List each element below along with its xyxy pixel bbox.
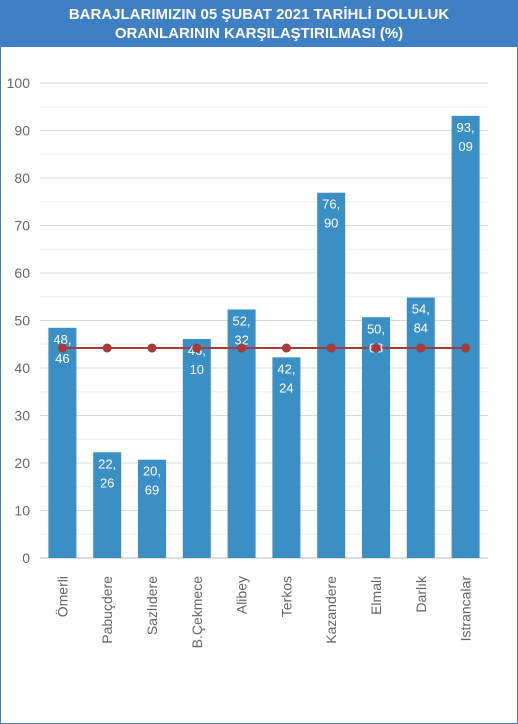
category-label: Elmalı — [368, 576, 384, 615]
y-tick-label: 90 — [14, 123, 30, 139]
bar-value-label: 32 — [234, 332, 248, 347]
category-label: Pabuçdere — [99, 576, 115, 644]
bar-Kazandere — [317, 192, 346, 558]
category-label: B.Çekmece — [189, 576, 205, 649]
category-label: Istrancalar — [458, 576, 474, 642]
bar-Elmalı — [362, 317, 390, 558]
y-tick-label: 100 — [7, 75, 31, 91]
bar-Istrancalar — [451, 115, 480, 558]
y-tick-label: 20 — [14, 455, 30, 471]
category-label: Darlık — [413, 575, 429, 613]
bar-value-label: 46 — [55, 351, 69, 366]
bar-value-label: 50, — [367, 321, 385, 336]
y-tick-label: 80 — [14, 170, 30, 186]
bar-value-label: 10 — [190, 362, 204, 377]
category-label: Ömerli — [53, 576, 70, 617]
y-tick-label: 0 — [22, 550, 30, 566]
y-tick-label: 40 — [14, 360, 30, 376]
bar-value-label: 69 — [145, 483, 159, 498]
average-point — [416, 343, 426, 353]
average-point — [326, 343, 336, 353]
average-point — [147, 343, 157, 353]
bar-value-label: 54, — [412, 302, 430, 317]
bar-value-label: 22, — [98, 456, 116, 471]
category-label: Sazlıdere — [144, 576, 160, 635]
bar-value-label: 93, — [457, 120, 475, 135]
bar-value-label: 24 — [279, 380, 293, 395]
category-label: Alibey — [234, 576, 250, 614]
bar-value-label: 52, — [233, 313, 251, 328]
bar-Ömerli — [48, 327, 77, 558]
y-tick-label: 50 — [14, 313, 30, 329]
bar-value-label: 90 — [324, 216, 338, 231]
category-label: Terkos — [278, 576, 294, 617]
bar-value-label: 84 — [414, 321, 428, 336]
bar-value-label: 20, — [143, 464, 161, 479]
average-point — [237, 343, 247, 353]
chart-header: BARAJLARIMIZIN 05 ŞUBAT 2021 TARİHLİ DOL… — [1, 1, 517, 47]
bar-Pabuçdere — [93, 452, 122, 558]
category-label: Kazandere — [323, 576, 339, 644]
bar-value-label: 26 — [100, 475, 114, 490]
bar-value-label: 76, — [322, 197, 340, 212]
average-point — [281, 343, 291, 353]
average-point — [461, 343, 471, 353]
bar-value-label: 09 — [458, 139, 472, 154]
chart-title-line1: BARAJLARIMIZIN 05 ŞUBAT 2021 TARİHLİ DOL… — [68, 6, 450, 23]
average-point — [192, 343, 202, 353]
average-point — [102, 343, 112, 353]
bar-B.Çekmece — [182, 339, 211, 558]
y-tick-label: 10 — [14, 503, 30, 519]
y-tick-label: 70 — [14, 218, 30, 234]
y-tick-label: 60 — [14, 265, 30, 281]
average-point — [371, 343, 381, 353]
bar-value-label: 42, — [277, 361, 295, 376]
bar-Darlık — [406, 297, 435, 558]
average-point — [57, 343, 67, 353]
y-tick-label: 30 — [14, 408, 30, 424]
bar-value-label: 48, — [53, 332, 71, 347]
chart-title-line2: ORANLARININ KARŞILAŞTIRILMASI (%) — [114, 25, 404, 42]
bar-Terkos — [272, 357, 301, 558]
bar-Sazlıdere — [138, 459, 166, 558]
